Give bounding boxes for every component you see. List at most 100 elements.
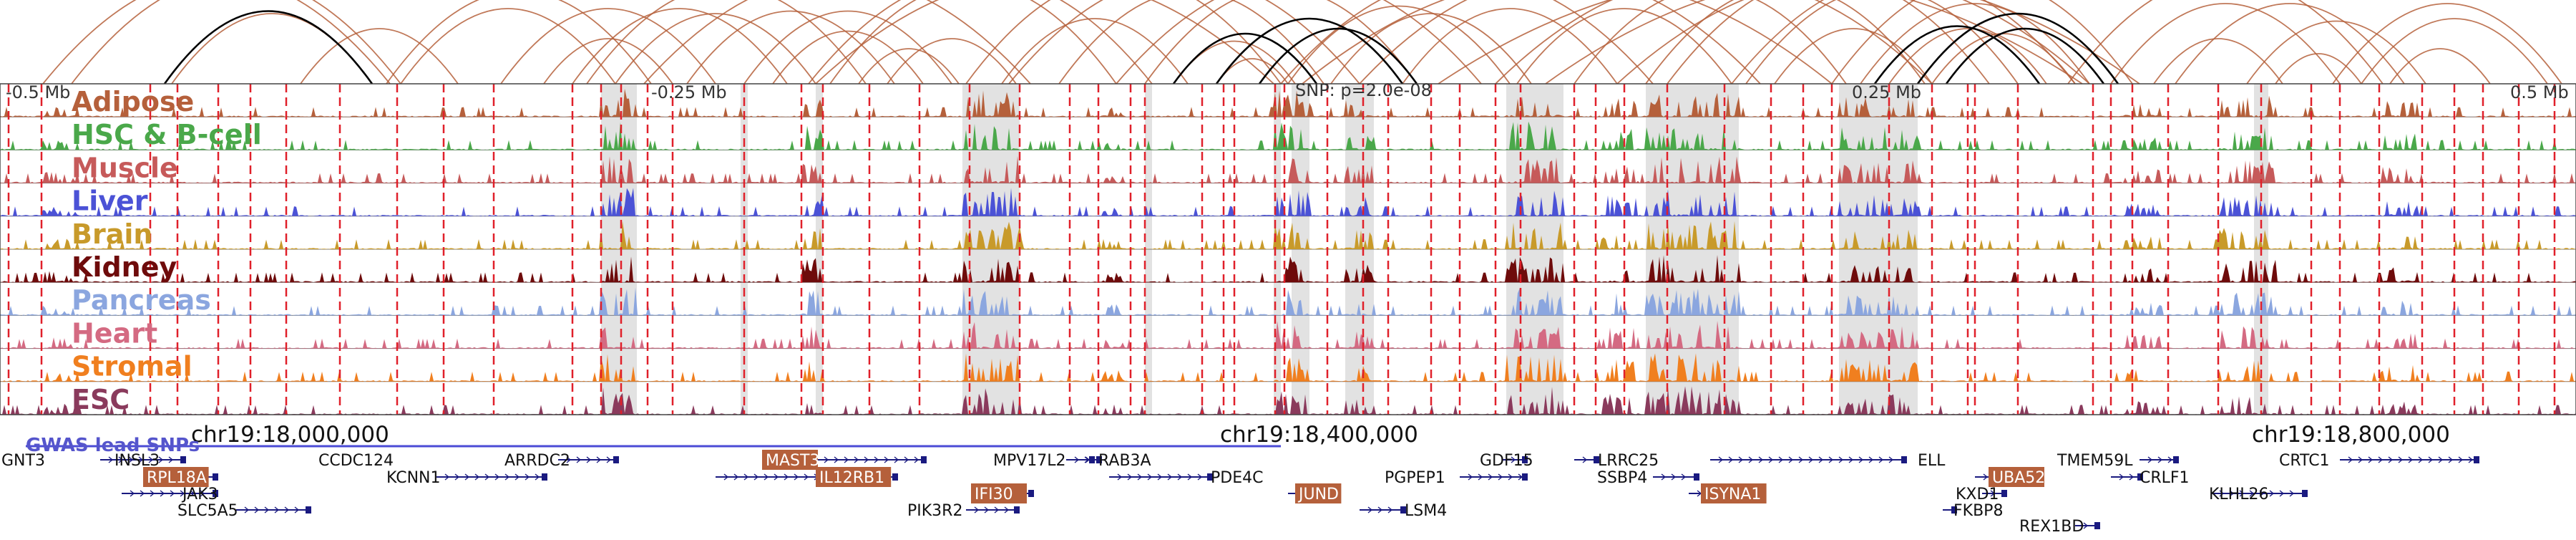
gene-strand-arrow [484, 473, 490, 481]
chromatin-loop-arc-strong [1945, 27, 2105, 85]
gene-exon-block [1951, 506, 1957, 514]
gene-strand-arrow [1728, 456, 1734, 463]
gene-strand-arrow [1718, 456, 1724, 463]
track-label: Pancreas [72, 284, 211, 316]
gene-strand-arrow [1085, 456, 1091, 463]
gene-strand-arrow [1468, 473, 1473, 481]
gene-strand-arrow [504, 473, 510, 481]
gene-highlight-box [1701, 483, 1767, 503]
gene-strand-arrow [1983, 473, 1989, 481]
chromatin-loop-arc [1438, 0, 2083, 85]
chromatin-loop-arc [500, 8, 716, 85]
gene-strand-arrow [514, 473, 520, 481]
gene-strand-arrow [200, 490, 205, 497]
gene-label: MPV17L2 [993, 452, 1066, 470]
gene-exon-block [542, 473, 547, 481]
gwas-lead-snps-label: GWAS lead SNPs [26, 435, 200, 456]
gene-label: IFI30 [975, 486, 1013, 503]
gene-strand-arrow [1127, 473, 1133, 481]
gene-label: ARRDC2 [504, 452, 570, 470]
track-label: Heart [72, 317, 157, 349]
chromatin-loop-arc [1359, 0, 1761, 85]
gene-strand-arrow [586, 456, 592, 463]
chromatin-loop-arc [543, 38, 673, 85]
gene-strand-arrow [774, 473, 779, 481]
gene-strand-arrow [1798, 456, 1804, 463]
chromatin-loop-arc [1144, 0, 1418, 85]
chromatin-loop-arc [858, 48, 960, 85]
gene-strand-arrow [2448, 456, 2454, 463]
chromatin-loop-arc [1287, 5, 1511, 85]
gene-strand-arrow [180, 490, 185, 497]
gene-label: TMEM59L [2057, 452, 2133, 470]
gene-strand-arrow [1508, 473, 1513, 481]
track-label: Kidney [72, 251, 177, 283]
gene-label: INSL3 [114, 452, 160, 470]
gene-exon-block [1901, 456, 1907, 463]
gene-exon-block [1694, 473, 1699, 481]
gene-strand-arrow [2368, 456, 2373, 463]
gene-label: PDE4C [1211, 469, 1263, 487]
gene-exon-block [2094, 522, 2100, 529]
chromatin-loop-arcs [42, 0, 2562, 85]
chromatin-loop-arc [1495, 0, 1933, 85]
chromatin-loop-arc [643, 0, 1031, 85]
gene-strand-arrow [914, 456, 919, 463]
chromatin-loop-arc [2067, 0, 2384, 85]
gene-highlight-box [971, 483, 1027, 503]
scale-mid-right-label: 0.25 Mb [1852, 82, 1921, 102]
gene-strand-arrow [844, 456, 849, 463]
gene-label: SLC5A5 [177, 502, 238, 520]
scale-left-label: -0.5 Mb [6, 82, 70, 102]
signal-track-area [0, 88, 2576, 117]
chromatin-loop-arc [1516, 8, 1732, 85]
chromatin-loop-arc [1616, 0, 2090, 85]
gene-exon-block [921, 456, 927, 463]
signal-track-area [0, 353, 2576, 382]
gene-strand-arrow [1187, 473, 1193, 481]
chromatin-loop-arc [1667, 0, 1990, 85]
gene-label: GDF15 [1480, 452, 1533, 470]
gene-strand-arrow [824, 456, 829, 463]
gene-strand-arrow [148, 456, 154, 463]
gene-strand-arrow [1681, 473, 1687, 481]
chromatin-loop-arc [1731, 0, 2076, 85]
signal-tracks [0, 88, 2576, 415]
gene-label: UBA52 [1992, 469, 2045, 487]
gene-strand-arrow [160, 490, 165, 497]
gene-highlight-box [762, 450, 818, 470]
gene-strand-arrow [1758, 456, 1764, 463]
gene-strand-arrow [1878, 456, 1884, 463]
gene-strand-arrow [464, 473, 470, 481]
gene-strand-arrow [108, 456, 114, 463]
gene-exon-block [613, 456, 619, 463]
gene-strand-arrow [763, 473, 769, 481]
gene-strand-arrow [1488, 473, 1493, 481]
gene-label: SSBP4 [1597, 469, 1647, 487]
track-label: Adipose [72, 86, 194, 117]
gene-highlight-box [1295, 483, 1342, 503]
gene-strand-arrow [834, 456, 839, 463]
gene-label: JUND [1297, 486, 1339, 503]
gene-strand-arrow [264, 506, 270, 514]
signal-track-area [0, 386, 2576, 415]
gene-strand-arrow [2219, 490, 2225, 497]
gene-strand-arrow [606, 456, 612, 463]
coord-label-18400000: chr19:18,400,000 [1220, 422, 1418, 448]
gene-strand-arrow [884, 456, 889, 463]
gene-strand-arrow [2378, 456, 2384, 463]
chromatin-loop-arc [300, 28, 459, 85]
signal-track-area [0, 155, 2576, 183]
track-label: Stromal [72, 351, 192, 382]
gene-strand-arrow [454, 473, 460, 481]
signal-track-area [0, 221, 2576, 249]
gene-label: MAST3 [766, 452, 819, 470]
chromatin-loop-arc-strong [1916, 12, 2119, 85]
gene-strand-arrow [2289, 490, 2295, 497]
chromatin-loop-arc [1058, 0, 1324, 85]
gene-strand-arrow [1838, 456, 1844, 463]
gene-strand-arrow [804, 473, 809, 481]
track-label: Liver [72, 185, 148, 217]
chromatin-loop-arc-strong [1258, 27, 1418, 85]
